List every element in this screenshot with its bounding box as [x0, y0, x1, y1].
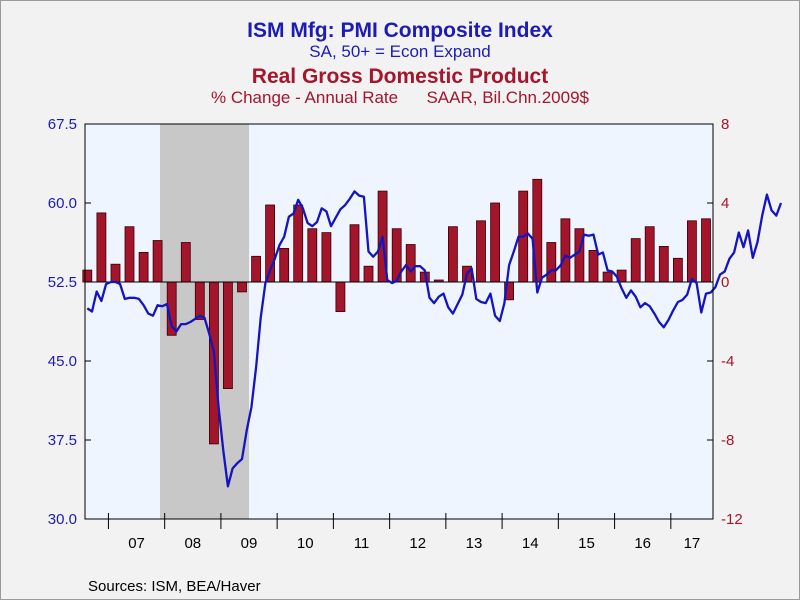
right-axis-label: 8	[721, 116, 729, 133]
x-axis-label: 13	[466, 535, 483, 552]
gdp-bar	[96, 212, 107, 283]
x-axis-label: 08	[184, 535, 201, 552]
gdp-bar	[335, 281, 346, 313]
plot-border	[84, 123, 714, 520]
chart-title-gdp: Real Gross Domestic Product	[251, 65, 549, 88]
gdp-bar	[658, 245, 669, 283]
gdp-bar	[180, 242, 191, 283]
gdp-bar	[630, 238, 641, 283]
gdp-bar	[560, 218, 571, 283]
chart-subtitle-gdp: % Change - Annual Rate SAAR, Bil.Chn.200…	[210, 88, 589, 107]
right-axis-label: -12	[721, 511, 743, 528]
x-axis-label: 15	[578, 535, 595, 552]
gdp-bar	[701, 218, 711, 283]
sources-note: Sources: ISM, BEA/Haver	[88, 578, 261, 595]
gdp-bar	[490, 202, 501, 283]
gdp-bar	[110, 263, 121, 283]
left-axis-label: 60.0	[48, 195, 77, 212]
gdp-bar	[363, 265, 374, 283]
gdp-bar	[237, 281, 247, 293]
left-axis-label: 67.5	[48, 116, 77, 133]
x-axis-label: 12	[409, 535, 426, 552]
gdp-bar	[644, 226, 655, 283]
x-axis-label: 11	[354, 535, 370, 552]
left-axis-label: 52.5	[48, 274, 77, 291]
gdp-bar	[82, 269, 93, 283]
gdp-bar	[222, 281, 233, 389]
chart-subtitle-pmi: SA, 50+ = Econ Expand	[309, 42, 491, 61]
gdp-bar	[349, 224, 360, 283]
gdp-bar	[124, 226, 135, 283]
gdp-bar	[251, 255, 262, 283]
right-axis-label: -4	[721, 353, 734, 370]
x-axis-label: 07	[128, 535, 145, 552]
pmi-line	[86, 190, 783, 488]
left-axis-label: 37.5	[48, 432, 77, 449]
x-axis-label: 14	[522, 535, 539, 552]
x-axis-label: 10	[297, 535, 314, 552]
left-axis-label: 30.0	[48, 511, 77, 528]
gdp-bar	[447, 226, 458, 283]
gdp-bar	[194, 281, 205, 320]
gdp-bar	[687, 220, 697, 283]
x-axis-label: 16	[634, 535, 651, 552]
gdp-bar	[405, 244, 416, 283]
gdp-bar	[152, 240, 163, 283]
right-axis-label: -8	[721, 432, 734, 449]
gdp-bar	[321, 232, 332, 283]
right-axis-label: 0	[721, 274, 729, 291]
gdp-bar	[138, 251, 149, 283]
gdp-bar	[279, 247, 290, 283]
gdp-bar	[673, 257, 683, 283]
gdp-bar	[307, 228, 318, 283]
gdp-bar	[546, 242, 557, 283]
gdp-bar	[602, 271, 613, 283]
left-axis-label: 45.0	[48, 353, 77, 370]
gdp-bar	[476, 220, 486, 283]
chart-title-pmi: ISM Mfg: PMI Composite Index	[247, 19, 553, 42]
gdp-bar	[293, 204, 304, 283]
right-axis-label: 4	[721, 195, 729, 212]
gdp-bar	[588, 249, 599, 283]
x-axis-label: 09	[241, 535, 258, 552]
x-axis-label: 17	[684, 535, 701, 552]
